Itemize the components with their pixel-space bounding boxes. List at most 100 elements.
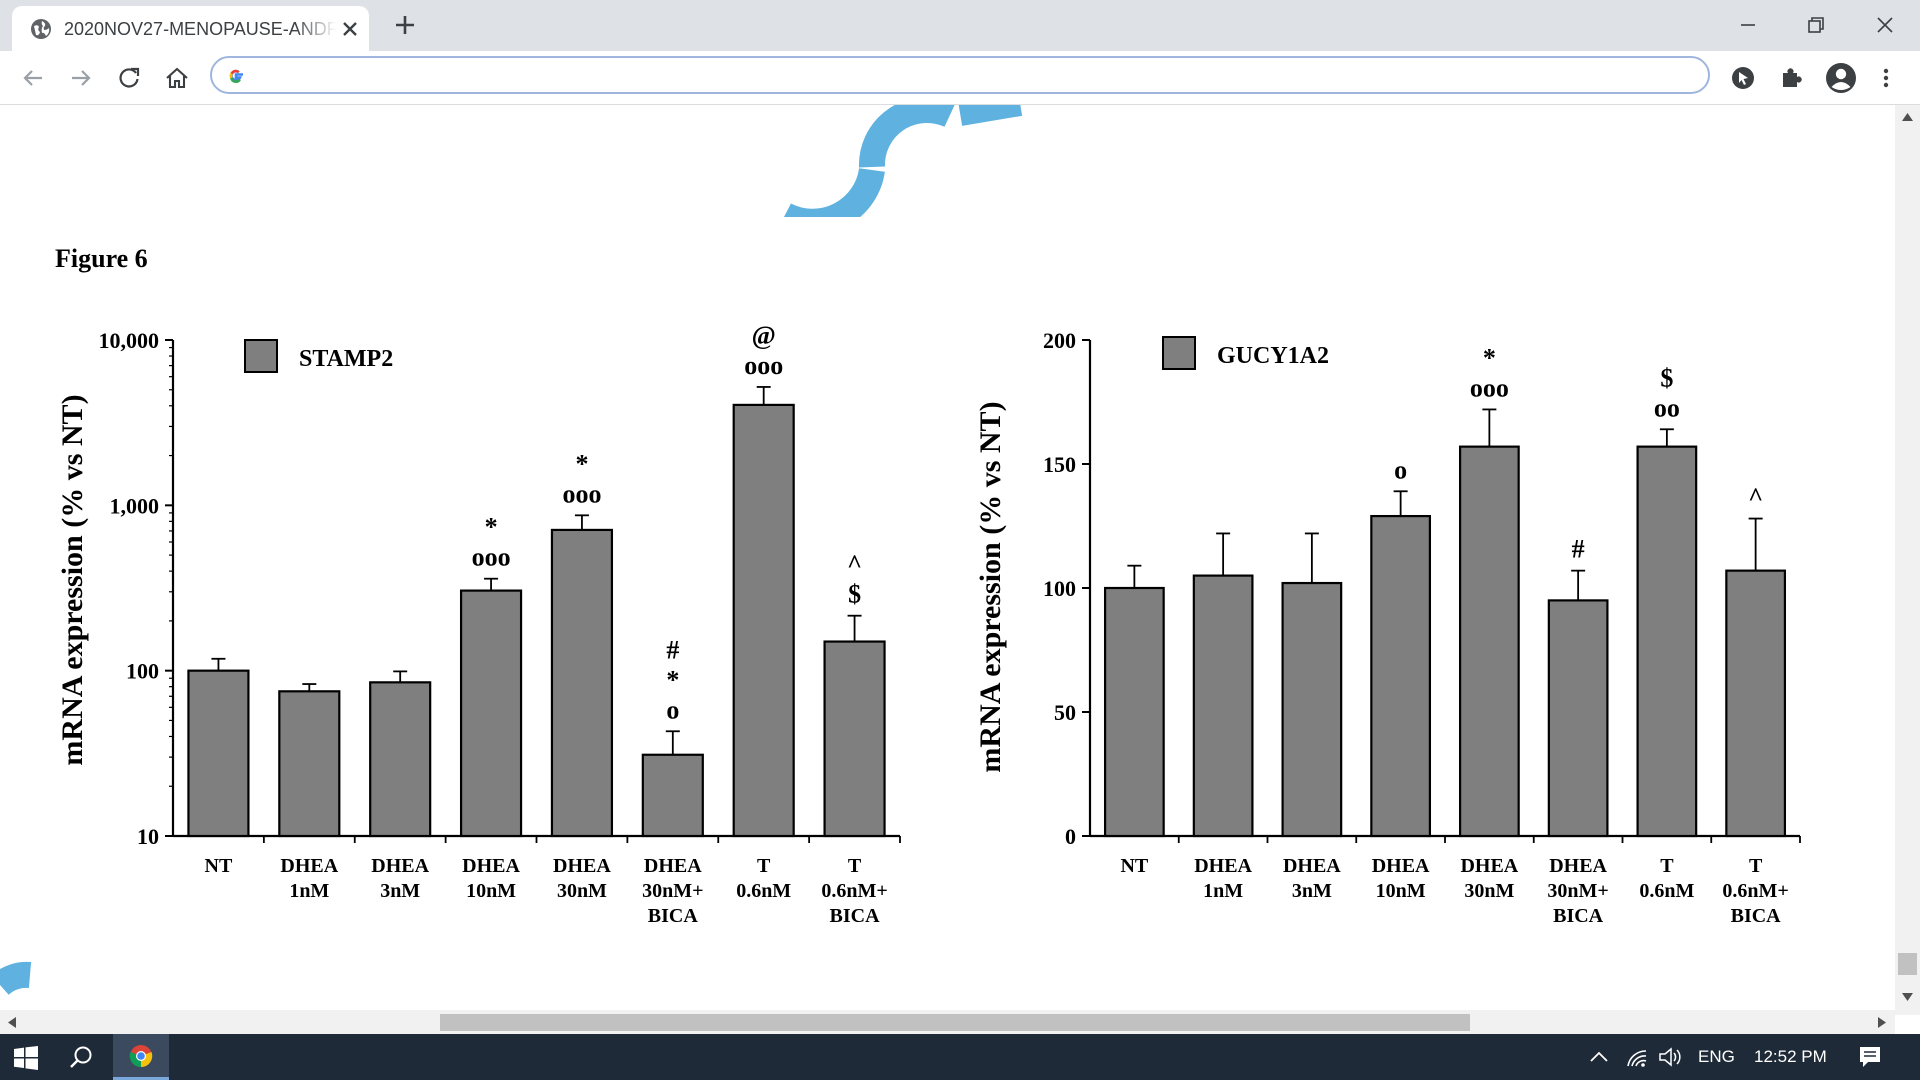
significance-label: o bbox=[666, 695, 679, 724]
restore-icon[interactable] bbox=[1801, 10, 1831, 40]
address-bar[interactable] bbox=[210, 56, 1710, 94]
bar bbox=[1458, 445, 1520, 838]
volume-icon[interactable] bbox=[1658, 1046, 1684, 1068]
puzzle-icon[interactable] bbox=[1776, 63, 1806, 93]
x-tick-label: 0.6nM+ bbox=[821, 880, 887, 902]
bar bbox=[1725, 569, 1787, 838]
x-tick-label: 1nM bbox=[289, 880, 329, 902]
window-close-icon[interactable] bbox=[1870, 10, 1900, 40]
profile-icon[interactable] bbox=[1824, 61, 1858, 95]
x-tick-label: 0.6nM+ bbox=[1722, 880, 1788, 902]
document-view[interactable]: Figure 6 mRNA expression (% vs NT) 10 100… bbox=[0, 105, 1895, 1015]
x-tick-label: 30nM+ bbox=[642, 880, 703, 902]
figure-label: Figure 6 bbox=[55, 244, 148, 273]
notification-icon[interactable] bbox=[1858, 1045, 1882, 1069]
significance-label: # bbox=[666, 635, 679, 664]
arrow-left-icon[interactable] bbox=[18, 63, 48, 93]
x-tick-label: 10nM bbox=[1376, 880, 1426, 902]
x-tick-label: 30nM+ bbox=[1547, 880, 1608, 902]
bar bbox=[1192, 574, 1254, 838]
significance-label: ooo bbox=[472, 543, 511, 572]
figure-canvas: Figure 6 mRNA expression (% vs NT) 10 100… bbox=[0, 105, 1895, 996]
windows-start-icon[interactable] bbox=[14, 1046, 38, 1070]
significance-label: * bbox=[485, 513, 498, 542]
search-icon[interactable] bbox=[68, 1045, 94, 1071]
reload-icon[interactable] bbox=[114, 63, 144, 93]
y-tick-label: 0 bbox=[1065, 824, 1076, 849]
cursor-extension-icon[interactable] bbox=[1728, 63, 1758, 93]
x-tick-label: 30nM bbox=[1464, 880, 1514, 902]
stamp2-chart: mRNA expression (% vs NT) 10 100 1,000 10,0… bbox=[56, 321, 901, 927]
bar bbox=[187, 669, 250, 838]
scroll-right-icon[interactable] bbox=[1878, 1017, 1886, 1028]
tab-title: 2020NOV27-MENOPAUSE-ANDROGENS bbox=[64, 19, 336, 39]
significance-label: ooo bbox=[744, 351, 783, 380]
x-tick-label: DHEA bbox=[644, 855, 702, 877]
arrow-right-icon[interactable] bbox=[66, 63, 96, 93]
gucy1a2-chart: mRNA expression (% vs NT) 0 50 100 150 200 NT… bbox=[974, 328, 1801, 927]
bar bbox=[369, 681, 432, 838]
significance-label: ooo bbox=[1470, 373, 1509, 402]
x-tick-label: DHEA bbox=[1372, 855, 1430, 877]
chevron-up-icon[interactable] bbox=[1588, 1048, 1610, 1066]
vertical-scroll-thumb[interactable] bbox=[1898, 953, 1917, 975]
plus-icon[interactable] bbox=[392, 12, 418, 38]
wifi-icon[interactable] bbox=[1625, 1046, 1649, 1068]
bar bbox=[1281, 581, 1343, 838]
x-tick-label: T bbox=[757, 855, 771, 877]
scroll-down-icon[interactable] bbox=[1902, 993, 1913, 1001]
scroll-left-icon[interactable] bbox=[8, 1017, 16, 1028]
x-tick-label: T bbox=[1660, 855, 1674, 877]
significance-label: ^ bbox=[847, 550, 862, 579]
x-tick-label: 3nM bbox=[1292, 880, 1332, 902]
legend-label: STAMP2 bbox=[299, 346, 393, 372]
y-tick-label: 150 bbox=[1043, 452, 1076, 477]
y-axis-label: mRNA expression (% vs NT) bbox=[56, 394, 89, 765]
legend-label: GUCY1A2 bbox=[1217, 343, 1329, 369]
home-icon[interactable] bbox=[162, 63, 192, 93]
chrome-icon bbox=[129, 1045, 153, 1068]
x-tick-label: BICA bbox=[648, 905, 699, 927]
address-input[interactable] bbox=[258, 64, 1662, 88]
globe-icon bbox=[31, 19, 51, 39]
y-tick-label: 1,000 bbox=[110, 493, 160, 518]
browser-tab[interactable]: 2020NOV27-MENOPAUSE-ANDROGENS bbox=[12, 6, 369, 51]
horizontal-scrollbar[interactable] bbox=[0, 1010, 1895, 1034]
x-tick-label: BICA bbox=[1553, 905, 1604, 927]
minimize-icon[interactable] bbox=[1733, 10, 1763, 40]
x-tick-label: DHEA bbox=[1283, 855, 1341, 877]
x-tick-label: T bbox=[1749, 855, 1763, 877]
x-tick-label: BICA bbox=[830, 905, 881, 927]
chrome-taskbar-button[interactable] bbox=[113, 1034, 169, 1080]
scroll-up-icon[interactable] bbox=[1902, 113, 1913, 121]
language-indicator[interactable]: ENG bbox=[1698, 1047, 1735, 1066]
x-tick-label: DHEA bbox=[1549, 855, 1607, 877]
y-tick-label: 200 bbox=[1043, 328, 1076, 353]
y-axis-label: mRNA expression (% vs NT) bbox=[974, 401, 1007, 772]
bar bbox=[1547, 599, 1609, 838]
x-tick-label: 10nM bbox=[466, 880, 516, 902]
bar bbox=[1636, 445, 1698, 838]
horizontal-scroll-thumb[interactable] bbox=[440, 1014, 1470, 1031]
x-tick-label: DHEA bbox=[462, 855, 520, 877]
google-g-icon bbox=[229, 69, 243, 84]
bar bbox=[641, 753, 704, 838]
x-tick-label: 3nM bbox=[380, 880, 420, 902]
significance-label: * bbox=[1483, 343, 1496, 372]
x-tick-label: T bbox=[848, 855, 862, 877]
legend-swatch bbox=[244, 339, 278, 373]
x-tick-label: DHEA bbox=[553, 855, 611, 877]
close-icon[interactable] bbox=[338, 17, 362, 41]
significance-label: @ bbox=[752, 321, 776, 350]
vertical-scrollbar[interactable] bbox=[1895, 105, 1920, 1015]
legend-swatch bbox=[1162, 336, 1196, 370]
taskbar-clock[interactable]: 12:52 PM bbox=[1754, 1047, 1827, 1066]
tab-bar: 2020NOV27-MENOPAUSE-ANDROGENS bbox=[0, 0, 1920, 51]
x-tick-label: 0.6nM bbox=[1639, 880, 1694, 902]
bar bbox=[550, 528, 614, 838]
x-tick-label: NT bbox=[205, 855, 233, 877]
kebab-menu-icon[interactable] bbox=[1874, 63, 1898, 93]
windows-taskbar: ENG 12:52 PM bbox=[0, 1034, 1920, 1080]
x-tick-label: DHEA bbox=[1194, 855, 1252, 877]
y-tick-label: 50 bbox=[1054, 700, 1076, 725]
